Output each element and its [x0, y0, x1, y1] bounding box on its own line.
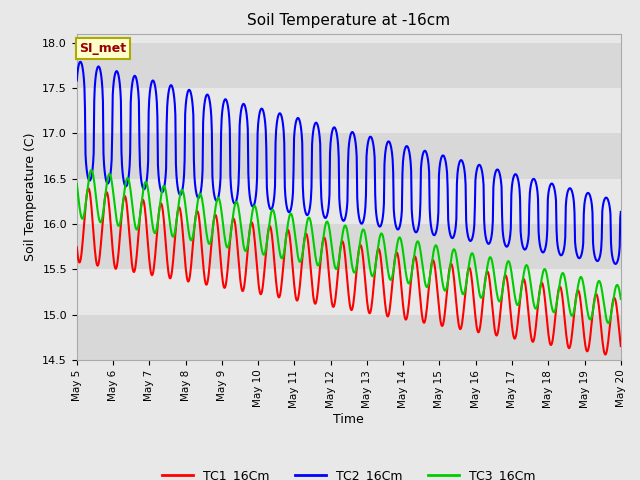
Bar	[77, 315, 621, 360]
Legend: TC1_16Cm, TC2_16Cm, TC3_16Cm: TC1_16Cm, TC2_16Cm, TC3_16Cm	[157, 464, 540, 480]
Bar	[77, 179, 621, 224]
Bar	[77, 88, 621, 133]
Bar	[77, 43, 621, 88]
Title: Soil Temperature at -16cm: Soil Temperature at -16cm	[247, 13, 451, 28]
X-axis label: Time: Time	[333, 413, 364, 426]
Y-axis label: Soil Temperature (C): Soil Temperature (C)	[24, 132, 36, 261]
Bar	[77, 224, 621, 269]
Bar	[77, 133, 621, 179]
Text: SI_met: SI_met	[79, 42, 127, 55]
Bar	[77, 269, 621, 315]
Bar	[77, 0, 621, 43]
